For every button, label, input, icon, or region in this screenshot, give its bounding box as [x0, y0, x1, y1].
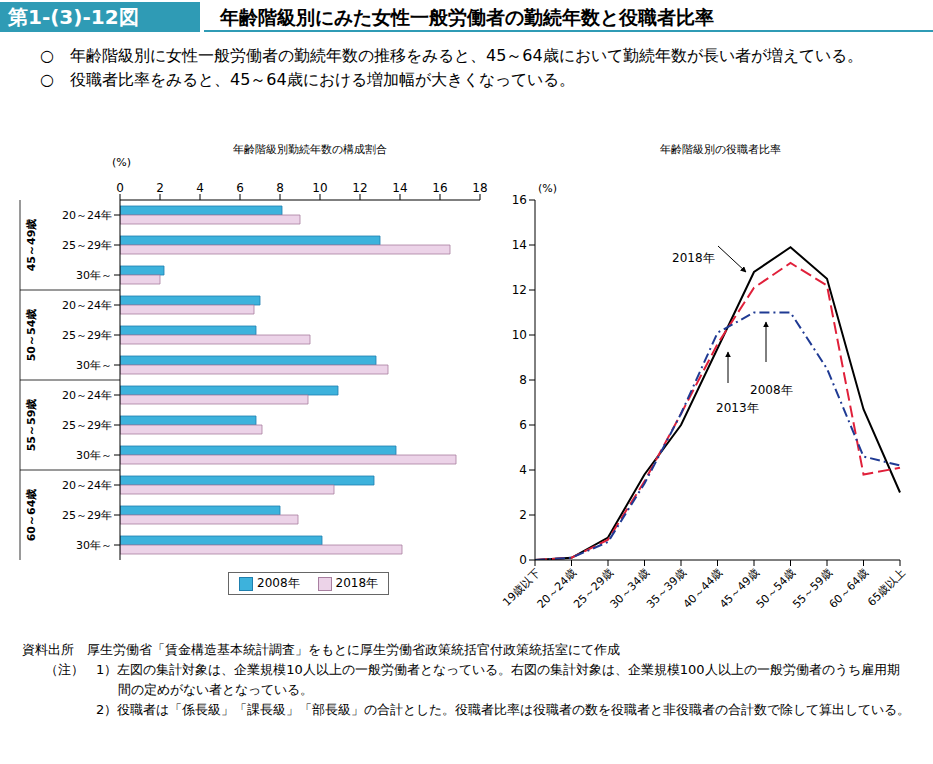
svg-text:25～29年: 25～29年 — [62, 239, 112, 252]
svg-text:30年～: 30年～ — [76, 359, 112, 372]
svg-text:50～54歳: 50～54歳 — [753, 566, 799, 611]
svg-text:10: 10 — [312, 181, 327, 195]
svg-text:2: 2 — [519, 508, 527, 522]
html-text:2008年: 2008年 — [257, 576, 300, 590]
svg-text:12: 12 — [352, 181, 367, 195]
svg-text:30年～: 30年～ — [76, 269, 112, 282]
svg-text:16: 16 — [512, 193, 527, 207]
svg-text:20～24年: 20～24年 — [62, 209, 112, 222]
svg-text:35～39歳: 35～39歳 — [644, 566, 689, 611]
html-text:2）役職者は「係長級」「課長級」「部長級」の合計とした。役職: 2）役職者は「係長級」「課長級」「部長級」の合計とした。役職者比率は役職者の数を… — [96, 702, 911, 717]
html-text:年齢階級別勤続年数の構成割合: 年齢階級別勤続年数の構成割合 — [233, 143, 387, 156]
svg-text:2018年: 2018年 — [672, 251, 715, 265]
svg-text:25～29年: 25～29年 — [62, 509, 112, 522]
svg-text:60～64歳: 60～64歳 — [827, 566, 872, 611]
svg-text:25～29年: 25～29年 — [62, 329, 112, 342]
svg-text:2013年: 2013年 — [716, 401, 759, 415]
svg-text:4: 4 — [196, 181, 204, 195]
html-text:○ 年齢階級別に女性一般労働者の勤続年数の推移をみると、45: ○ 年齢階級別に女性一般労働者の勤続年数の推移をみると、45～64歳において勤続… — [40, 46, 863, 65]
svg-text:4: 4 — [519, 463, 527, 477]
html-text:第1-(3)-12図: 第1-(3)-12図 — [8, 5, 139, 29]
html-text:（注）: （注） — [45, 662, 84, 677]
html-text:○ 役職者比率をみると、45～64歳における増加幅が大きくな: ○ 役職者比率をみると、45～64歳における増加幅が大きくなっている。 — [40, 70, 575, 89]
html-text:2018年: 2018年 — [335, 576, 379, 590]
svg-text:0: 0 — [519, 553, 527, 567]
svg-text:19歳以下: 19歳以下 — [500, 566, 543, 609]
html-text:資料出所 厚生労働省「賃金構造基本統計調査」をもとに厚生労働: 資料出所 厚生労働省「賃金構造基本統計調査」をもとに厚生労働省政策統括官付政策統… — [22, 642, 620, 657]
html-text:1）左図の集計対象は、企業規模10人以上の一般労働者となって: 1）左図の集計対象は、企業規模10人以上の一般労働者となっている。右図の集計対象… — [96, 662, 900, 697]
svg-text:8: 8 — [276, 181, 284, 195]
svg-text:30年～: 30年～ — [76, 449, 112, 462]
svg-text:16: 16 — [432, 181, 447, 195]
svg-text:25～29歳: 25～29歳 — [571, 566, 616, 611]
html-text:年齢階級別にみた女性一般労働者の勤続年数と役職者比率: 年齢階級別にみた女性一般労働者の勤続年数と役職者比率 — [220, 6, 714, 28]
svg-text:10: 10 — [512, 328, 527, 342]
svg-text:30～34歳: 30～34歳 — [607, 566, 653, 611]
svg-text:20～24年: 20～24年 — [62, 299, 112, 312]
svg-text:8: 8 — [519, 373, 527, 387]
svg-text:6: 6 — [519, 418, 527, 432]
svg-text:14: 14 — [512, 238, 527, 252]
svg-text:0: 0 — [116, 181, 124, 195]
svg-text:20～24歳: 20～24歳 — [534, 566, 580, 611]
svg-text:6: 6 — [236, 181, 244, 195]
svg-text:25～29年: 25～29年 — [62, 419, 112, 432]
svg-text:2008年: 2008年 — [750, 383, 793, 397]
svg-text:20～24年: 20～24年 — [62, 389, 112, 402]
svg-text:30年～: 30年～ — [76, 539, 112, 552]
svg-text:45～49歳: 45～49歳 — [717, 566, 762, 611]
svg-text:18: 18 — [472, 181, 487, 195]
html-text:55～59歳: 55～59歳 — [25, 398, 38, 452]
svg-text:20～24年: 20～24年 — [62, 479, 112, 492]
svg-text:2: 2 — [156, 181, 164, 195]
html-text:60～64歳: 60～64歳 — [25, 488, 38, 542]
svg-text:55～59歳: 55～59歳 — [790, 566, 835, 611]
svg-text:40～44歳: 40～44歳 — [680, 566, 726, 611]
svg-text:12: 12 — [512, 283, 527, 297]
html-text:年齢階級別の役職者比率: 年齢階級別の役職者比率 — [659, 143, 781, 156]
html-text:50～54歳: 50～54歳 — [25, 308, 38, 362]
svg-text:65歳以上: 65歳以上 — [865, 566, 907, 608]
svg-text:14: 14 — [392, 181, 407, 195]
html-text:45～49歳: 45～49歳 — [25, 218, 38, 272]
